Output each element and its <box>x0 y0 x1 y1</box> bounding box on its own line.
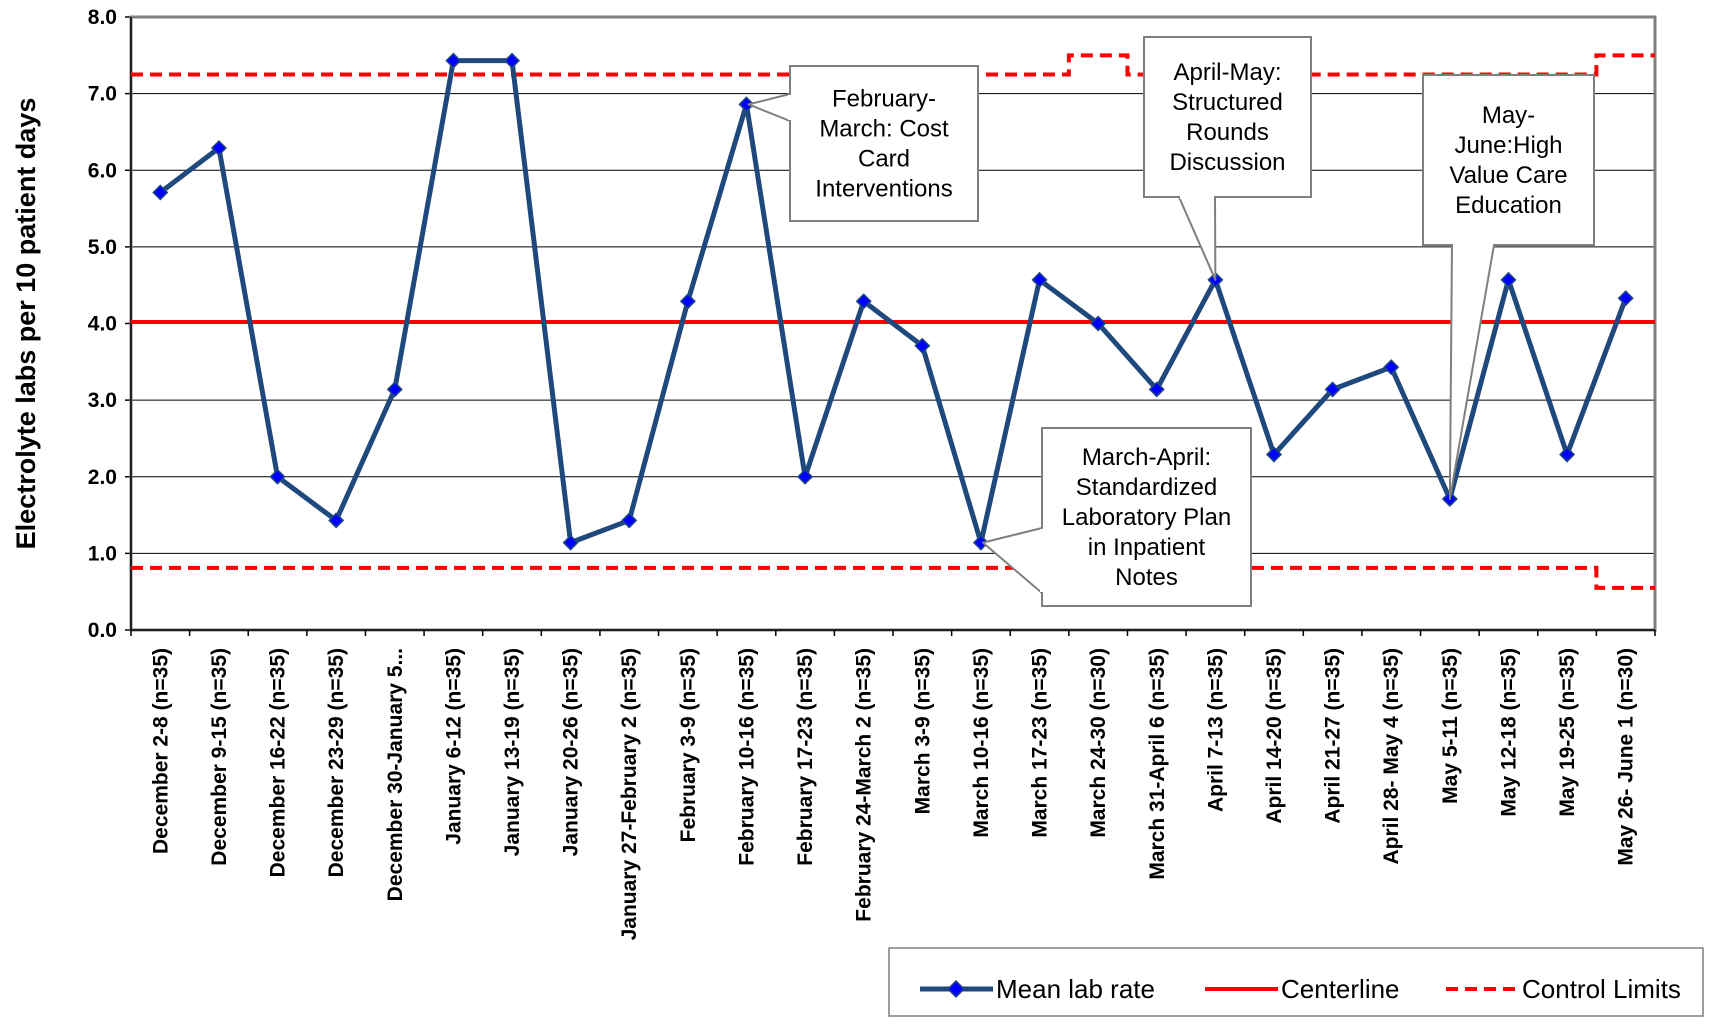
x-tick-label: February 17-23 (n=35) <box>794 648 817 866</box>
mean-lab-rate-point <box>1500 271 1517 288</box>
y-tick-label: 8.0 <box>88 6 117 29</box>
annotation-box <box>1041 427 1252 607</box>
annotation-text: Education <box>1455 192 1562 219</box>
annotation-text: March: Cost <box>819 116 949 143</box>
legend: Mean lab rate Centerline Control Limits <box>888 947 1704 1017</box>
y-tick-label: 1.0 <box>88 542 117 565</box>
mean-lab-rate-point <box>1324 381 1341 398</box>
x-tick-label: December 16-22 (n=35) <box>267 648 290 877</box>
annotation-text: Standardized <box>1076 474 1217 501</box>
x-tick-label: May 19-25 (n=35) <box>1556 648 1579 817</box>
mean-lab-rate-point <box>679 293 696 310</box>
annotation-text: February- <box>832 86 936 113</box>
annotation-text: Notes <box>1115 564 1178 591</box>
x-tick-label: January 20-26 (n=35) <box>560 648 583 856</box>
x-tick-label: April 28- May 4 (n=35) <box>1380 648 1403 865</box>
mean-lab-rate-point <box>1031 271 1048 288</box>
mean-lab-rate-point <box>269 468 286 485</box>
annotation-callout: February- March: Cost Card Interventions <box>747 65 979 222</box>
annotation-text: Structured <box>1172 89 1283 116</box>
legend-label-control-limits: Control Limits <box>1522 974 1681 1004</box>
annotation-text: Rounds <box>1186 119 1269 146</box>
annotation-callout: March-April: Standardized Laboratory Plan i… <box>981 427 1252 607</box>
mean-lab-rate-point <box>972 534 989 551</box>
y-tick-label: 6.0 <box>88 159 117 182</box>
x-tick-label: March 3-9 (n=35) <box>911 648 934 814</box>
annotation-callout: April-May: Structured Rounds Discussion <box>1143 36 1312 281</box>
annotation-pointer <box>1178 196 1217 281</box>
lower-control-limit-line <box>131 565 1655 590</box>
x-tick-label: December 2-8 (n=35) <box>149 648 172 854</box>
y-tick-label: 5.0 <box>88 236 117 259</box>
annotation-pointer <box>981 527 1043 594</box>
mean-lab-rate-point <box>445 52 462 69</box>
mean-lab-rate-point <box>386 381 403 398</box>
x-tick-label: April 7-13 (n=35) <box>1204 648 1227 812</box>
mean-lab-rate-point <box>210 139 227 157</box>
y-tick-label: 7.0 <box>88 83 117 106</box>
mean-lab-rate-point <box>1617 290 1634 307</box>
x-tick-label: December 30-January 5... <box>384 648 407 901</box>
annotation-text: in Inpatient <box>1088 534 1206 561</box>
x-tick-label: February 10-16 (n=35) <box>735 648 758 866</box>
mean-lab-rate-line <box>158 58 1629 546</box>
annotation-text: Card <box>858 146 910 173</box>
annotation-text: April-May: <box>1173 59 1281 86</box>
x-tick-label: May 12-18 (n=35) <box>1497 648 1520 817</box>
x-tick-label: January 13-19 (n=35) <box>501 648 524 856</box>
y-tick-label: 2.0 <box>88 466 117 489</box>
mean-lab-rate-point <box>503 52 521 69</box>
annotation-text: Interventions <box>815 176 952 203</box>
x-tick-label: January 6-12 (n=35) <box>442 648 465 845</box>
x-tick-label: March 24-30 (n=30) <box>1087 648 1110 838</box>
mean-lab-rate-point <box>1383 359 1400 376</box>
y-axis-label: Electrolyte labs per 10 patient days <box>11 98 41 550</box>
mean-lab-rate-point <box>1265 446 1283 463</box>
annotation-box <box>1143 36 1312 198</box>
annotation-text: Laboratory Plan <box>1062 504 1231 531</box>
mean-lab-rate-point <box>152 184 169 201</box>
y-tick-label: 4.0 <box>88 313 117 336</box>
annotation-box <box>1422 74 1595 246</box>
mean-lab-rate-point <box>1090 315 1107 332</box>
mean-lab-rate-point <box>914 337 931 354</box>
annotation-text: Value Care <box>1449 162 1567 189</box>
x-tick-label: January 27-February 2 (n=35) <box>618 648 641 940</box>
mean-lab-rate-point <box>855 293 872 310</box>
mean-lab-rate-point <box>1559 446 1576 463</box>
x-tick-label: February 3-9 (n=35) <box>677 648 700 842</box>
mean-lab-rate-point <box>562 534 579 551</box>
legend-label-centerline: Centerline <box>1281 974 1400 1004</box>
x-tick-label: March 10-16 (n=35) <box>970 648 993 838</box>
mean-lab-rate-point <box>621 512 638 529</box>
annotation-text: Discussion <box>1169 149 1285 176</box>
annotation-pointer <box>747 93 791 122</box>
legend-label-mean: Mean lab rate <box>996 974 1155 1004</box>
mean-lab-rate-point <box>738 96 755 113</box>
legend-box <box>888 947 1704 1017</box>
x-tick-label: December 23-29 (n=35) <box>325 648 348 877</box>
x-tick-label: February 24-March 2 (n=35) <box>853 648 876 922</box>
annotation-callout: May- June:High Value Care Education <box>1422 74 1595 500</box>
annotation-box <box>789 65 979 222</box>
x-tick-label: May 5-11 (n=35) <box>1439 648 1462 804</box>
x-tick-label: March 17-23 (n=35) <box>1029 648 1052 838</box>
annotation-pointer <box>1448 244 1495 500</box>
x-tick-label: March 31-April 6 (n=35) <box>1146 648 1169 880</box>
mean-lab-rate-point <box>1148 381 1165 398</box>
mean-lab-rate-point <box>797 468 814 485</box>
x-tick-label: April 14-20 (n=35) <box>1263 648 1286 824</box>
x-tick-label: December 9-15 (n=35) <box>208 648 231 866</box>
annotation-text: June:High <box>1454 132 1562 159</box>
legend-marker-mean <box>946 979 966 999</box>
mean-lab-rate-point <box>328 512 345 529</box>
annotation-text: March-April: <box>1082 444 1211 471</box>
x-tick-label: April 21-27 (n=35) <box>1322 648 1345 824</box>
y-tick-label: 3.0 <box>88 389 117 412</box>
x-tick-label: May 26- June 1 (n=30) <box>1615 648 1638 866</box>
annotation-text: May- <box>1482 102 1535 129</box>
y-tick-label: 0.0 <box>88 619 117 642</box>
